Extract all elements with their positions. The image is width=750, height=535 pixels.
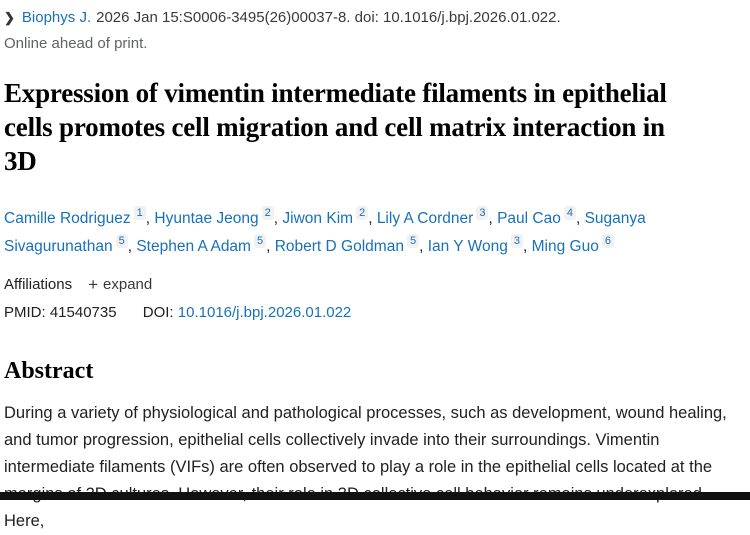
author: Lily A Cordner 3, bbox=[376, 206, 498, 227]
author-link[interactable]: Robert D Goldman bbox=[274, 238, 404, 255]
pmid-value: 41540735 bbox=[49, 304, 117, 321]
author: Ian Y Wong 3, bbox=[427, 234, 532, 255]
abstract-heading: Abstract bbox=[4, 358, 94, 384]
affiliation-superscript[interactable]: 3 bbox=[476, 206, 489, 220]
doi-label: DOI: bbox=[142, 304, 174, 321]
expand-affiliations-button[interactable]: + expand bbox=[88, 276, 152, 293]
affiliation-superscript[interactable]: 6 bbox=[601, 234, 614, 248]
author-link[interactable]: Stephen A Adam bbox=[136, 238, 251, 255]
author-separator: , bbox=[522, 238, 532, 255]
affiliations-row: Affiliations + expand bbox=[4, 276, 746, 293]
author-link[interactable]: Suganya Sivagurunathan bbox=[4, 210, 646, 255]
author-separator: , bbox=[575, 210, 585, 227]
doi-link[interactable]: 10.1016/j.bpj.2026.01.022 bbox=[177, 304, 352, 321]
author: Camille Rodriguez 1, bbox=[4, 206, 155, 227]
author: Ming Guo 6 bbox=[531, 234, 614, 255]
journal-link[interactable]: Biophys J. bbox=[21, 9, 92, 26]
authors-list: Camille Rodriguez 1, Hyuntae Jeong 2, Jiwo… bbox=[4, 205, 704, 261]
abstract-text: During a variety of physiological and pa… bbox=[4, 404, 727, 530]
affiliation-superscript[interactable]: 4 bbox=[563, 206, 576, 220]
author-link[interactable]: Jiwon Kim bbox=[282, 210, 354, 227]
author-separator: , bbox=[488, 210, 498, 227]
author-separator: , bbox=[419, 238, 428, 255]
author-link[interactable]: Ming Guo bbox=[531, 238, 599, 255]
expand-button-label: expand bbox=[103, 276, 153, 293]
affiliation-superscript[interactable]: 1 bbox=[133, 206, 146, 220]
author: Robert D Goldman 5, bbox=[274, 234, 428, 255]
author-link[interactable]: Lily A Cordner bbox=[376, 210, 474, 227]
plus-icon: + bbox=[88, 275, 99, 294]
identifiers-row: PMID: 41540735 DOI: 10.1016/j.bpj.2026.0… bbox=[4, 304, 746, 321]
author-link[interactable]: Camille Rodriguez bbox=[4, 210, 131, 227]
author: Hyuntae Jeong 2, bbox=[154, 206, 283, 227]
author: Jiwon Kim 2, bbox=[282, 206, 377, 227]
citation-line: ❯ Biophys J. 2026 Jan 15:S0006-3495(26)0… bbox=[4, 9, 746, 26]
author-separator: , bbox=[368, 210, 377, 227]
author-link[interactable]: Paul Cao bbox=[497, 210, 561, 227]
author-separator: , bbox=[273, 210, 283, 227]
affiliation-superscript[interactable]: 5 bbox=[253, 234, 267, 248]
author: Suganya Sivagurunathan 5, bbox=[4, 210, 646, 255]
author: Paul Cao 4, bbox=[497, 206, 585, 227]
author-link[interactable]: Hyuntae Jeong bbox=[154, 210, 259, 227]
author-link[interactable]: Ian Y Wong bbox=[427, 238, 508, 255]
affiliation-superscript[interactable]: 3 bbox=[510, 234, 523, 248]
affiliation-superscript[interactable]: 5 bbox=[115, 234, 128, 248]
author-separator: , bbox=[266, 238, 275, 255]
citation-details: 2026 Jan 15:S0006-3495(26)00037-8. doi: … bbox=[96, 9, 561, 26]
page-title: Expression of vimentin intermediate fila… bbox=[4, 78, 667, 176]
pmid-label: PMID: bbox=[4, 304, 46, 321]
author-separator: , bbox=[127, 238, 137, 255]
affiliations-label: Affiliations bbox=[4, 276, 73, 293]
affiliation-superscript[interactable]: 2 bbox=[261, 206, 274, 220]
author: Stephen A Adam 5, bbox=[136, 234, 275, 255]
online-ahead-of-print-status: Online ahead of print. bbox=[4, 35, 148, 52]
bottom-window-edge bbox=[0, 492, 750, 500]
affiliation-superscript[interactable]: 2 bbox=[356, 206, 369, 220]
affiliation-superscript[interactable]: 5 bbox=[406, 234, 420, 248]
chevron-right-icon[interactable]: ❯ bbox=[4, 9, 15, 25]
author-separator: , bbox=[145, 210, 155, 227]
